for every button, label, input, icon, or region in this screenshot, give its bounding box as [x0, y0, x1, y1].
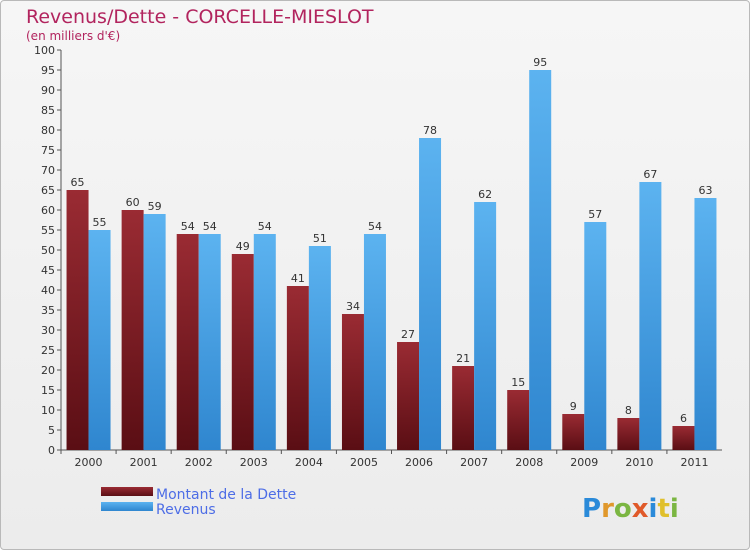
bar-revenus	[198, 234, 221, 450]
value-label-revenus: 54	[203, 220, 217, 233]
legend-swatch-revenus	[101, 502, 153, 511]
value-label-debt: 49	[236, 240, 250, 253]
value-label-debt: 6	[680, 412, 687, 425]
value-label-revenus: 55	[93, 216, 107, 229]
legend-label-revenus: Revenus	[156, 502, 216, 518]
x-tick-label: 2007	[460, 456, 488, 469]
bar-debt	[341, 314, 364, 450]
y-tick-label: 15	[41, 384, 55, 397]
y-tick-label: 20	[41, 364, 55, 377]
proxiti-logo: Proxiti	[582, 494, 679, 524]
value-label-revenus: 54	[258, 220, 272, 233]
x-axis: 2000 2001 2002 2003 2004 2005 2006 2007 2008 2009…	[60, 449, 722, 469]
value-label-debt: 65	[71, 176, 85, 189]
bar-debt	[286, 286, 309, 450]
bar-debt	[562, 414, 585, 450]
x-tick-label: 2009	[570, 456, 598, 469]
bar-revenus	[363, 234, 386, 450]
chart-subtitle: (en milliers d'€)	[26, 29, 120, 43]
bar-revenus	[529, 70, 552, 450]
bar-debt	[176, 234, 199, 450]
value-label-debt: 8	[625, 404, 632, 417]
value-label-revenus: 51	[313, 232, 327, 245]
bar-revenus	[88, 230, 111, 450]
y-tick-label: 40	[41, 284, 55, 297]
x-tick-label: 2005	[350, 456, 378, 469]
bar-revenus	[584, 222, 607, 450]
y-tick-label: 25	[41, 344, 55, 357]
y-tick-label: 50	[41, 244, 55, 257]
y-tick-label: 75	[41, 144, 55, 157]
x-tick-label: 2004	[295, 456, 323, 469]
x-tick-label: 2001	[130, 456, 158, 469]
value-label-revenus: 59	[148, 200, 162, 213]
value-label-debt: 54	[181, 220, 195, 233]
value-label-debt: 21	[456, 352, 470, 365]
bar-revenus	[639, 182, 662, 450]
bar-revenus	[694, 198, 717, 450]
legend-swatch-debt	[101, 487, 153, 496]
proxiti-logo-text: Proxiti	[582, 494, 679, 524]
value-label-debt: 60	[126, 196, 140, 209]
legend: Montant de la Dette Revenus	[101, 487, 296, 518]
bar-debt	[672, 426, 695, 450]
bar-debt	[617, 418, 640, 450]
value-label-revenus: 57	[588, 208, 602, 221]
bar-debt	[231, 254, 254, 450]
value-label-debt: 9	[570, 400, 577, 413]
value-label-debt: 41	[291, 272, 305, 285]
chart-title: Revenus/Dette - CORCELLE-MIESLOT	[26, 6, 374, 28]
y-tick-label: 70	[41, 164, 55, 177]
x-tick-label: 2008	[515, 456, 543, 469]
y-tick-label: 85	[41, 104, 55, 117]
y-tick-label: 0	[48, 444, 55, 457]
y-tick-label: 90	[41, 84, 55, 97]
bar-debt	[397, 342, 420, 450]
y-tick-label: 100	[34, 44, 55, 57]
bar-revenus	[143, 214, 166, 450]
bar-debt	[121, 210, 144, 450]
y-axis: 0 5 10 15 20 25 30 35 40 45 50 55 60 65 70 75 80 85 90 95 10…	[34, 44, 62, 457]
y-tick-label: 35	[41, 304, 55, 317]
y-tick-label: 10	[41, 404, 55, 417]
value-label-revenus: 54	[368, 220, 382, 233]
bar-revenus	[253, 234, 276, 450]
bars: 65 55 60 59 54 54 49 54 41 51 34 54 27 78 21 62 15 95 9 57 8…	[66, 56, 717, 450]
value-label-revenus: 95	[533, 56, 547, 69]
value-label-revenus: 62	[478, 188, 492, 201]
value-label-revenus: 63	[698, 184, 712, 197]
y-tick-label: 95	[41, 64, 55, 77]
x-tick-label: 2011	[680, 456, 708, 469]
y-tick-label: 55	[41, 224, 55, 237]
x-tick-label: 2000	[75, 456, 103, 469]
y-tick-label: 65	[41, 184, 55, 197]
y-tick-label: 5	[48, 424, 55, 437]
value-label-revenus: 78	[423, 124, 437, 137]
x-tick-label: 2002	[185, 456, 213, 469]
y-tick-label: 80	[41, 124, 55, 137]
bar-debt	[507, 390, 530, 450]
y-tick-label: 30	[41, 324, 55, 337]
value-label-debt: 34	[346, 300, 360, 313]
bar-revenus	[474, 202, 497, 450]
bar-revenus	[419, 138, 442, 450]
y-tick-label: 45	[41, 264, 55, 277]
value-label-revenus: 67	[643, 168, 657, 181]
legend-label-debt: Montant de la Dette	[156, 487, 296, 503]
x-tick-label: 2006	[405, 456, 433, 469]
x-tick-label: 2003	[240, 456, 268, 469]
bar-revenus	[308, 246, 331, 450]
bar-debt	[452, 366, 475, 450]
value-label-debt: 15	[511, 376, 525, 389]
x-tick-label: 2010	[625, 456, 653, 469]
bar-debt	[66, 190, 89, 450]
value-label-debt: 27	[401, 328, 415, 341]
y-tick-label: 60	[41, 204, 55, 217]
